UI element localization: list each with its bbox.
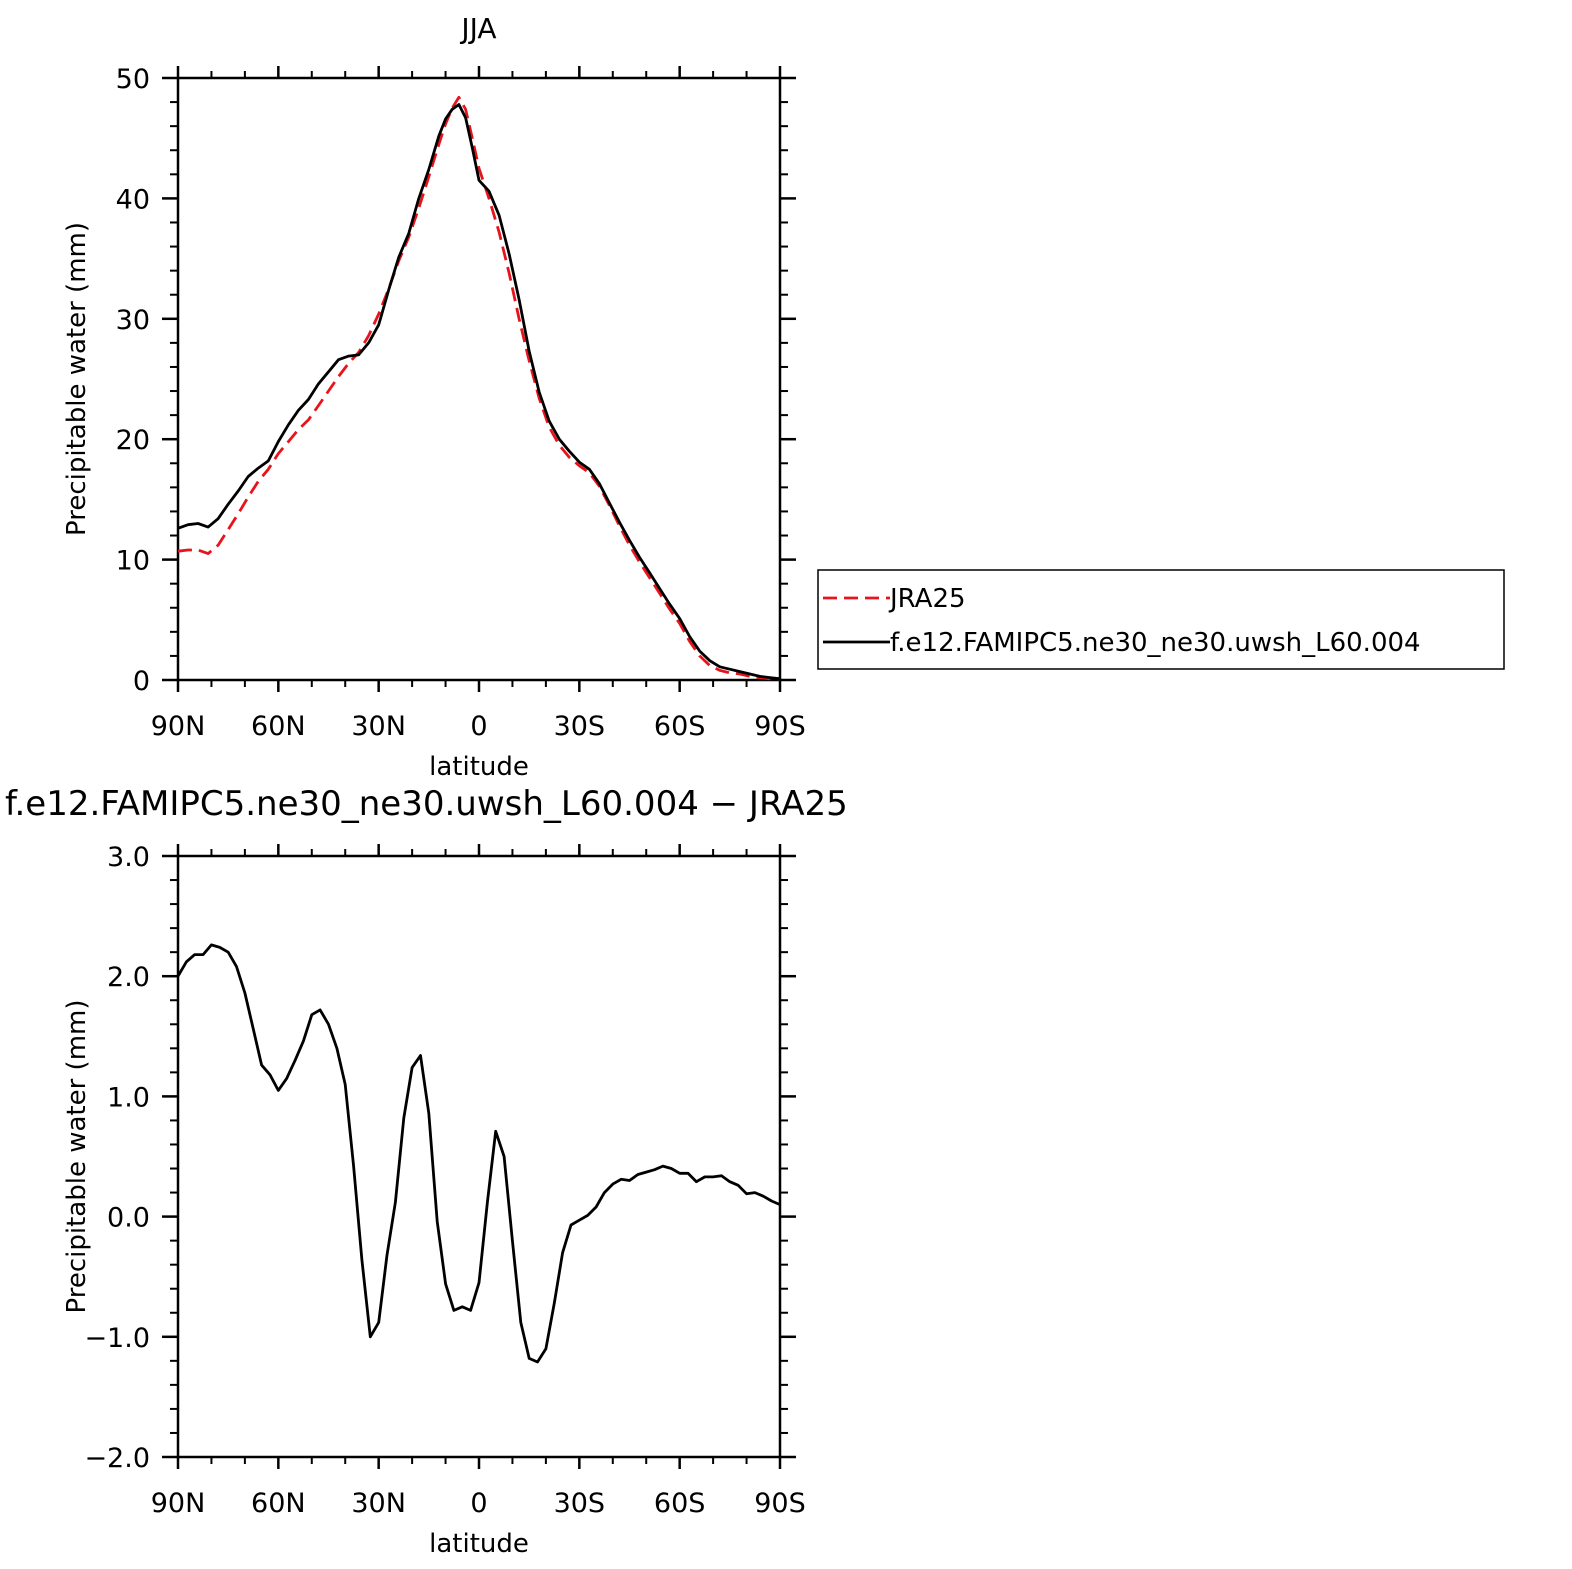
x-tick-label: 90N (151, 711, 206, 742)
y-tick-label: 20 (116, 425, 150, 456)
x-tick-label: 30N (351, 711, 406, 742)
y-tick-label: 10 (116, 546, 150, 577)
y-tick-label: 30 (116, 305, 150, 336)
y-axis-label: Precipitable water (mm) (62, 1000, 92, 1314)
x-tick-label: 30S (554, 1488, 606, 1519)
legend-box (817, 569, 1505, 670)
x-tick-label: 90S (754, 711, 806, 742)
y-tick-label: 2.0 (107, 962, 150, 993)
chart-bottom: f.e12.FAMIPC5.ne30_ne30.uwsh_L60.004 − J… (5, 784, 848, 1559)
y-tick-label: −1.0 (84, 1323, 150, 1354)
y-tick-label: 0 (133, 666, 150, 697)
x-tick-label: 0 (470, 711, 487, 742)
series-line-jra25 (177, 95, 780, 681)
x-tick-label: 90S (754, 1488, 806, 1519)
y-tick-label: 3.0 (107, 842, 150, 873)
chart-title: f.e12.FAMIPC5.ne30_ne30.uwsh_L60.004 − J… (5, 784, 848, 824)
y-axis-label: Precipitable water (mm) (62, 222, 92, 536)
x-tick-label: 30S (554, 711, 606, 742)
chart-title: JJA (459, 12, 496, 45)
y-tick-label: −2.0 (84, 1443, 150, 1474)
x-tick-label: 60S (654, 1488, 706, 1519)
y-tick-label: 40 (116, 184, 150, 215)
legend-label: JRA25 (888, 584, 966, 614)
legend-label: f.e12.FAMIPC5.ne30_ne30.uwsh_L60.004 (890, 628, 1421, 658)
x-axis-label: latitude (429, 752, 529, 782)
x-tick-label: 60S (654, 711, 706, 742)
legend: JRA25 f.e12.FAMIPC5.ne30_ne30.uwsh_L60.00… (817, 569, 1505, 670)
chart-top: JJA 90N 60N 30N 0 30S 60S 90S 0 10 20 30 40 50 latitud… (62, 12, 1505, 782)
x-axis-label: latitude (429, 1529, 529, 1559)
y-tick-label: 50 (116, 64, 150, 95)
x-tick-label: 90N (151, 1488, 206, 1519)
y-tick-label: 0.0 (107, 1203, 150, 1234)
x-tick-label: 60N (251, 1488, 306, 1519)
y-tick-label: 1.0 (107, 1082, 150, 1113)
series-line-f-e12-famipc5-ne30-ne30-uwsh-l60-004 (177, 103, 781, 681)
series-line-difference (176, 943, 781, 1364)
plot-frame (176, 854, 782, 1459)
x-tick-label: 0 (470, 1488, 487, 1519)
x-tick-label: 60N (251, 711, 306, 742)
x-tick-label: 30N (351, 1488, 406, 1519)
